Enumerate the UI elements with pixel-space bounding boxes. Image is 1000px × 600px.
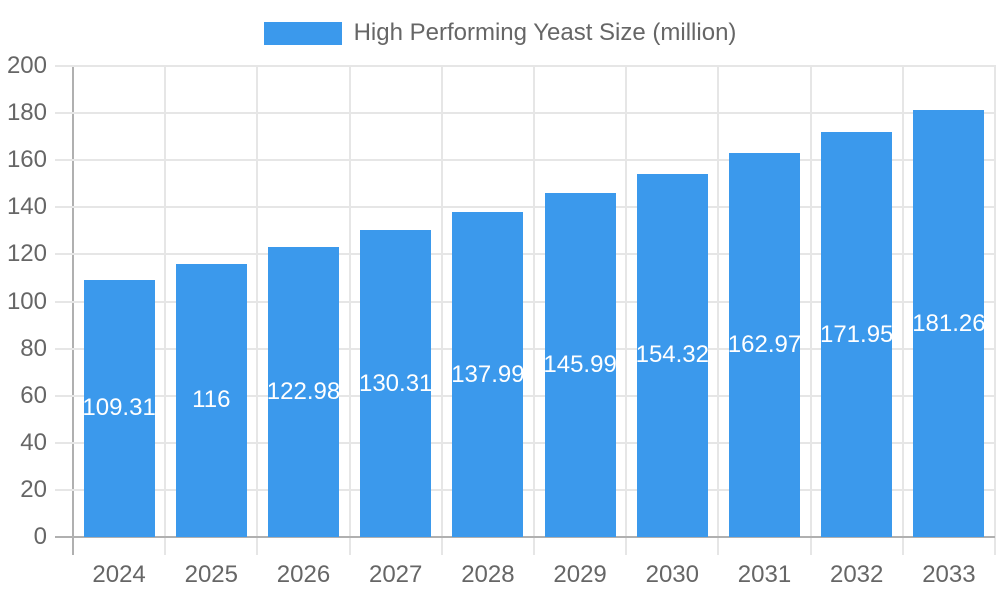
y-tick-label-140: 140 — [6, 193, 47, 221]
gridline-vertical-7 — [717, 65, 720, 555]
gridline-vertical-9 — [901, 65, 904, 555]
bar-2029[interactable] — [544, 193, 616, 537]
x-tick-label-2029: 2029 — [553, 561, 607, 588]
bar-value-label-2028: 137.99 — [451, 360, 525, 388]
gridline-horizontal-100 — [55, 300, 995, 303]
gridline-horizontal-40 — [55, 441, 995, 444]
legend[interactable]: High Performing Yeast Size (million) — [0, 19, 1000, 47]
bar-2031[interactable] — [729, 153, 800, 537]
x-tick-label-2032: 2032 — [829, 561, 884, 588]
x-axis-baseline — [55, 536, 995, 538]
gridline-vertical-10 — [994, 65, 996, 555]
x-tick-label-2027: 2027 — [368, 561, 423, 588]
gridline-horizontal-20 — [55, 488, 995, 491]
bar-2025[interactable] — [175, 263, 247, 537]
y-tick-label-180: 180 — [6, 99, 47, 127]
gridline-horizontal-80 — [55, 347, 995, 350]
y-tick-label-80: 80 — [20, 334, 47, 362]
bar-2030[interactable] — [636, 173, 708, 537]
y-axis-line — [72, 65, 74, 555]
y-tick-label-160: 160 — [6, 146, 47, 174]
legend-label: High Performing Yeast Size (million) — [353, 19, 737, 46]
gridline-vertical-6 — [625, 65, 628, 555]
bar-2027[interactable] — [360, 230, 432, 537]
x-tick-label-2031: 2031 — [737, 561, 792, 588]
x-tick-label-2025: 2025 — [184, 561, 238, 588]
bar-value-label-2027: 130.31 — [358, 369, 433, 397]
y-tick-label-40: 40 — [20, 428, 47, 456]
gridline-horizontal-200 — [55, 65, 995, 67]
bar-value-label-2030: 154.32 — [635, 341, 709, 369]
bar-2032[interactable] — [821, 132, 893, 537]
gridline-vertical-5 — [533, 65, 535, 555]
y-tick-label-60: 60 — [20, 381, 47, 409]
bar-2028[interactable] — [452, 212, 524, 537]
bar-value-label-2026: 122.98 — [266, 378, 341, 406]
x-tick-label-2028: 2028 — [461, 561, 515, 588]
x-tick-label-2024: 2024 — [92, 561, 146, 588]
bar-value-label-2033: 181.26 — [912, 309, 986, 337]
gridline-vertical-8 — [809, 65, 812, 555]
x-tick-label-2026: 2026 — [276, 561, 331, 588]
bar-value-label-2032: 171.95 — [819, 320, 894, 348]
x-tick-label-2030: 2030 — [645, 561, 699, 588]
gridline-horizontal-120 — [55, 253, 995, 256]
bar-2033[interactable] — [913, 110, 985, 537]
gridline-horizontal-160 — [55, 159, 995, 162]
gridline-vertical-3 — [348, 65, 351, 555]
y-tick-label-120: 120 — [6, 240, 47, 268]
y-tick-label-200: 200 — [6, 52, 47, 79]
bar-value-label-2029: 145.99 — [543, 351, 617, 379]
y-tick-label-20: 20 — [20, 475, 47, 503]
y-tick-label-0: 0 — [33, 523, 47, 550]
gridline-vertical-1 — [164, 65, 167, 555]
gridline-vertical-4 — [440, 65, 443, 555]
bar-value-label-2031: 162.97 — [727, 331, 802, 359]
gridline-horizontal-180 — [55, 112, 995, 115]
bar-value-label-2025: 116 — [192, 386, 231, 414]
gridline-vertical-2 — [256, 65, 259, 555]
gridline-horizontal-140 — [55, 206, 995, 209]
legend-swatch — [263, 21, 342, 45]
x-tick-label-2033: 2033 — [922, 561, 976, 588]
bar-value-label-2024: 109.31 — [82, 394, 156, 422]
bar-2026[interactable] — [268, 247, 339, 537]
y-tick-label-100: 100 — [6, 287, 47, 315]
bar-2024[interactable] — [83, 279, 155, 537]
gridline-horizontal-60 — [55, 394, 995, 397]
